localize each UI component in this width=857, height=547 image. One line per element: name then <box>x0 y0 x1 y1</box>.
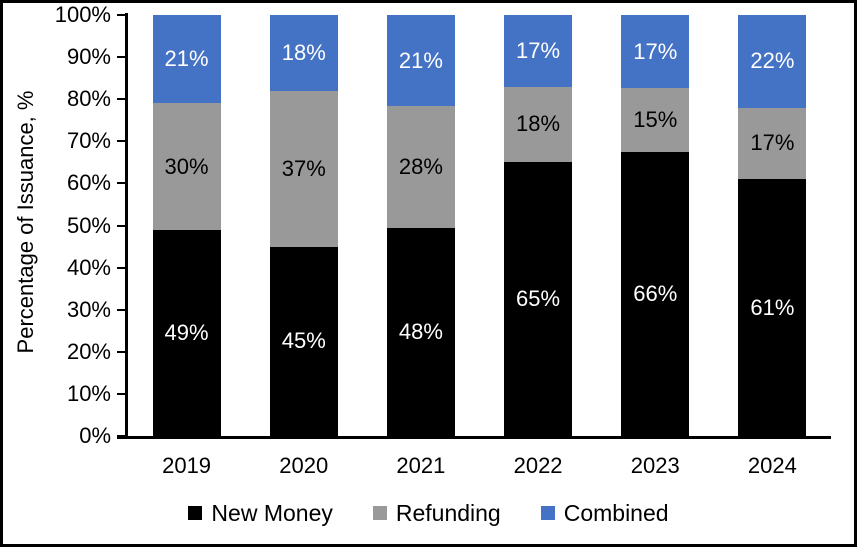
segment-new-money-2023: 66% <box>621 152 690 436</box>
segment-label: 49% <box>164 319 209 345</box>
legend-swatch-refunding <box>372 506 387 520</box>
segment-refunding-2019: 30% <box>152 103 221 230</box>
legend: New Money Refunding Combined <box>3 497 854 529</box>
x-axis-label-2024: 2024 <box>747 453 797 478</box>
segment-label: 37% <box>281 155 326 181</box>
y-axis-tick <box>117 350 125 353</box>
y-tick-label: 30% <box>66 296 111 322</box>
segment-combined-2024: 22% <box>738 15 807 108</box>
segment-label: 22% <box>750 48 795 74</box>
segment-label: 21% <box>398 47 443 73</box>
y-axis-tick <box>117 392 125 395</box>
y-axis-line <box>125 13 128 439</box>
legend-label: Refunding <box>395 499 501 526</box>
y-axis-tick <box>117 266 125 269</box>
segment-label: 17% <box>633 38 678 64</box>
segment-label: 28% <box>398 153 443 179</box>
segment-label: 66% <box>633 281 678 307</box>
y-axis-tick <box>117 182 125 185</box>
bar-2022: 65% 18% 17% <box>504 15 573 436</box>
y-tick-label: 10% <box>66 380 111 406</box>
segment-combined-2019: 21% <box>152 15 221 104</box>
segment-label: 21% <box>164 46 209 72</box>
y-axis-tick <box>117 308 125 311</box>
bar-2019: 49% 30% 21% <box>152 15 221 436</box>
segment-label: 17% <box>750 130 795 156</box>
x-axis-label-2020: 2020 <box>279 453 329 478</box>
segment-label: 30% <box>164 153 209 179</box>
segment-refunding-2024: 17% <box>738 107 807 180</box>
bar-2023: 66% 15% 17% <box>621 15 690 436</box>
segment-combined-2023: 17% <box>621 15 690 89</box>
bar-2021: 48% 28% 21% <box>386 15 455 436</box>
segment-new-money-2019: 49% <box>152 229 221 436</box>
y-tick-label: 80% <box>66 86 111 112</box>
x-axis-label-2019: 2019 <box>162 453 212 478</box>
segment-label: 48% <box>398 318 443 344</box>
y-axis-tick <box>117 224 125 227</box>
y-tick-label: 50% <box>66 212 111 238</box>
segment-label: 61% <box>750 294 795 320</box>
y-tick-label: 60% <box>66 170 111 196</box>
legend-swatch-combined <box>540 506 555 520</box>
y-tick-label: 0% <box>79 423 111 448</box>
segment-new-money-2024: 61% <box>738 179 807 436</box>
segment-combined-2022: 17% <box>504 15 573 87</box>
y-axis-tick <box>117 140 125 143</box>
segment-label: 17% <box>516 37 561 63</box>
y-tick-label: 100% <box>54 2 111 27</box>
legend-item-refunding: Refunding <box>372 499 501 527</box>
x-axis-line <box>117 436 831 439</box>
y-axis-tick <box>117 98 125 101</box>
y-tick-label: 70% <box>66 128 111 154</box>
legend-label: Combined <box>563 499 669 526</box>
legend-label: New Money <box>211 499 333 526</box>
segment-new-money-2021: 48% <box>386 227 455 436</box>
y-tick-label: 20% <box>66 338 111 364</box>
y-tick-label: 90% <box>66 44 111 70</box>
legend-item-new-money: New Money <box>188 499 333 527</box>
x-axis-label-2023: 2023 <box>630 453 680 478</box>
segment-label: 65% <box>516 286 561 312</box>
segment-refunding-2022: 18% <box>504 86 573 163</box>
segment-label: 45% <box>281 328 326 354</box>
segment-new-money-2022: 65% <box>504 162 573 436</box>
segment-label: 18% <box>516 111 561 137</box>
segment-refunding-2021: 28% <box>386 106 455 228</box>
x-axis-label-2022: 2022 <box>513 453 563 478</box>
bar-2024: 61% 17% 22% <box>738 15 807 436</box>
segment-combined-2021: 21% <box>386 15 455 107</box>
segment-refunding-2023: 15% <box>621 88 690 153</box>
segment-label: 15% <box>633 107 678 133</box>
legend-item-combined: Combined <box>540 499 669 527</box>
segment-label: 18% <box>281 39 326 65</box>
bar-2020: 45% 37% 18% <box>269 15 338 436</box>
y-axis-tick <box>117 56 125 59</box>
segment-new-money-2020: 45% <box>269 246 338 436</box>
segment-refunding-2020: 37% <box>269 90 338 247</box>
legend-swatch-new-money <box>188 506 203 520</box>
segment-combined-2020: 18% <box>269 15 338 91</box>
y-tick-label: 40% <box>66 254 111 280</box>
y-axis-tick <box>117 14 125 16</box>
x-axis-label-2021: 2021 <box>396 453 446 478</box>
